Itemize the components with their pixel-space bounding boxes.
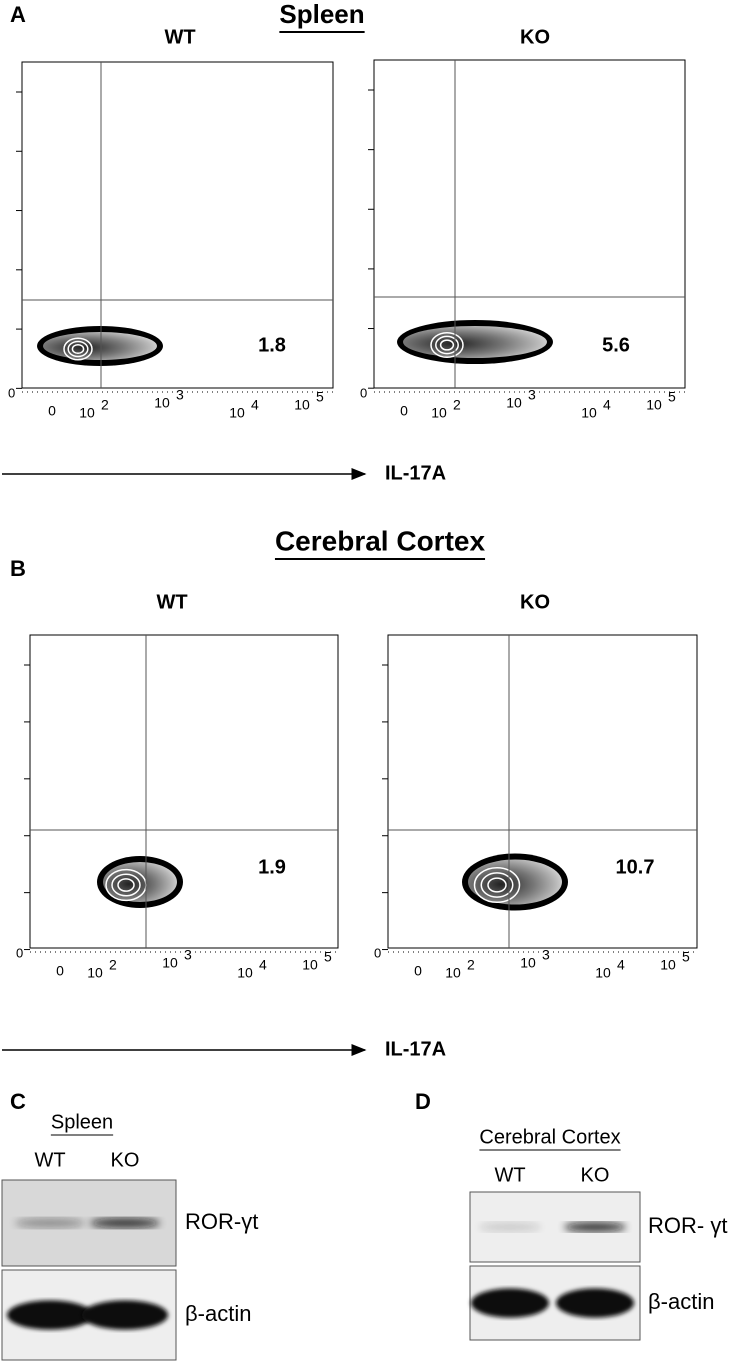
contour-ring [111,873,141,897]
y-tick-label: 0 [8,385,15,400]
x-tick-exp: 4 [251,397,259,413]
plot-frame [29,634,339,949]
x-tick-label: 10 [87,965,103,981]
plot-label: KO [520,26,550,48]
x-tick-exp: 5 [324,949,332,965]
blot-band [15,1217,85,1229]
x-tick-exp: 3 [542,947,550,963]
lane-label: KO [581,1164,610,1186]
y-tick-label: 0 [16,945,23,960]
blot-band [90,1217,160,1229]
blot-band [7,1300,93,1330]
panel-title: Cerebral Cortex [275,525,486,556]
axis-label: IL-17A [385,462,446,484]
band-label: β-actin [185,1301,251,1326]
x-tick-exp: 4 [603,397,611,413]
plot-label: KO [520,591,550,613]
x-tick-exp: 5 [316,389,324,405]
plot-frame [21,61,334,389]
quadrant-value: 10.7 [616,856,655,878]
contour-ring [480,872,514,898]
contour-ring [473,866,521,904]
band-label: β-actin [648,1289,714,1314]
blot-tissue: Cerebral Cortex [479,1126,620,1148]
quadrant-value: 5.6 [602,334,630,356]
x-tick-label: 10 [302,957,318,973]
contour-ring [487,877,507,893]
quadrant-value: 1.8 [258,334,286,356]
blot-band [471,1288,549,1318]
plot-label: WT [164,26,195,48]
x-tick-exp: 2 [453,397,461,413]
contour-ring [435,335,459,355]
x-tick-label: 0 [414,963,422,979]
blot-band [564,1222,626,1232]
blot-band [556,1288,634,1318]
x-tick-label: 0 [56,963,64,979]
contour-ring [63,337,93,361]
x-tick-label: 10 [646,397,662,413]
y-tick-label: 0 [374,945,381,960]
panel-letter: D [415,1089,431,1114]
x-tick-label: 10 [660,957,676,973]
x-tick-label: 10 [431,405,447,421]
x-tick-exp: 2 [109,957,117,973]
x-tick-exp: 4 [617,957,625,973]
panel-title: Spleen [279,0,364,29]
x-tick-label: 10 [506,395,522,411]
contour-ring [71,343,85,355]
x-tick-label: 10 [445,965,461,981]
x-tick-label: 10 [595,965,611,981]
band-label: ROR- γt [648,1213,727,1238]
x-tick-label: 0 [400,403,408,419]
axis-label: IL-17A [385,1038,446,1060]
contour-ring [439,339,455,351]
lane-label: WT [494,1164,525,1186]
x-tick-label: 10 [581,405,597,421]
blot-band [82,1300,168,1330]
plot-label: WT [156,591,187,613]
y-tick-label: 0 [360,385,367,400]
x-tick-exp: 3 [528,387,536,403]
x-tick-label: 10 [237,965,253,981]
x-tick-exp: 3 [176,387,184,403]
x-tick-label: 10 [79,405,95,421]
x-tick-label: 10 [162,955,178,971]
x-tick-exp: 5 [682,949,690,965]
x-tick-label: 10 [520,955,536,971]
panel-letter: A [10,2,26,27]
x-tick-label: 10 [229,405,245,421]
x-tick-label: 10 [294,397,310,413]
contour-ring [430,331,464,359]
x-tick-exp: 2 [467,957,475,973]
contour-ring [67,340,89,358]
contour-fill [468,859,562,905]
x-tick-exp: 5 [668,389,676,405]
contour-ring [117,878,135,892]
panel-letter: B [10,556,26,581]
contour-fill [403,326,547,358]
band-label: ROR-γt [185,1209,258,1234]
x-tick-exp: 2 [101,397,109,413]
x-tick-exp: 3 [184,947,192,963]
x-tick-label: 10 [154,395,170,411]
lane-label: KO [111,1149,140,1171]
contour-fill [43,332,157,360]
blot-band [479,1222,541,1232]
panel-letter: C [10,1089,26,1114]
blot-tissue: Spleen [51,1111,113,1133]
quadrant-value: 1.9 [258,856,286,878]
x-tick-label: 0 [48,403,56,419]
lane-label: WT [34,1149,65,1171]
x-tick-exp: 4 [259,957,267,973]
plot-frame [387,634,698,949]
